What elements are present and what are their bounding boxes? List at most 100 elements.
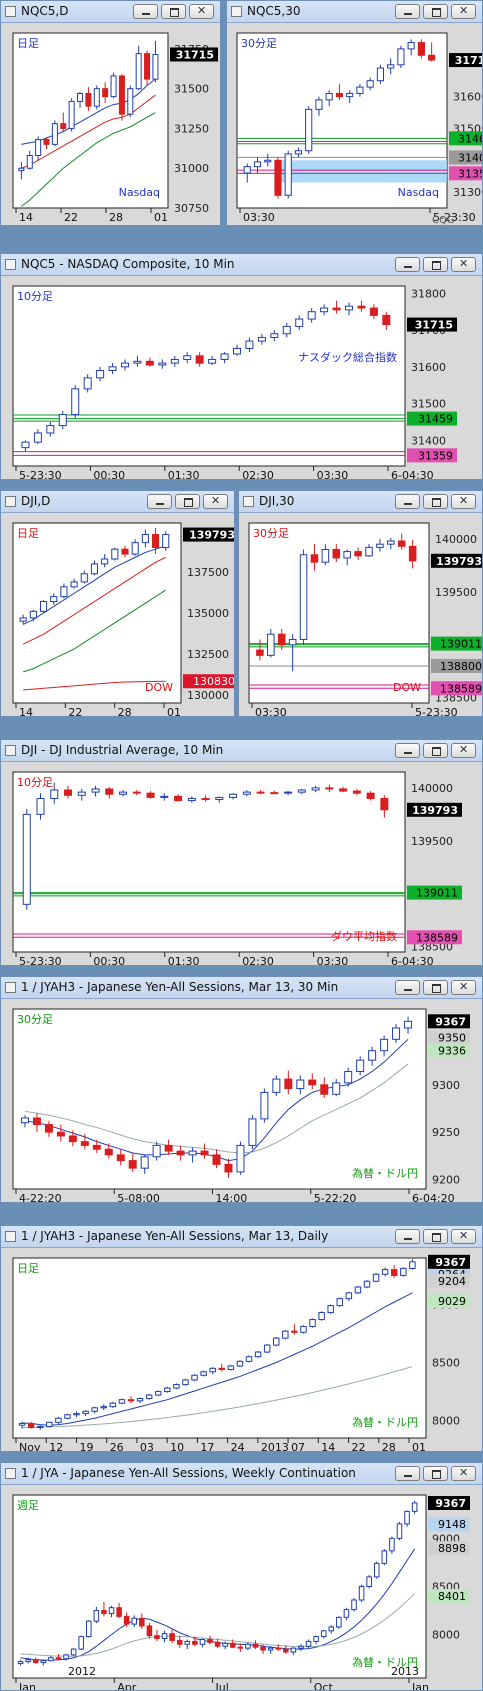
chart-window-jyah330[interactable]: 1 / JYAH3 - Japanese Yen-All Sessions, M… bbox=[0, 976, 483, 1203]
window-titlebar[interactable]: DJI,D bbox=[1, 491, 234, 513]
maximize-icon[interactable] bbox=[175, 494, 200, 509]
candle bbox=[411, 1500, 418, 1515]
chart-window-icon bbox=[5, 496, 16, 507]
price-level-badge: 9350 bbox=[428, 1030, 470, 1045]
chart-window-dji30[interactable]: DJI,30 14000013950013900013850030分足DOW13… bbox=[238, 490, 483, 717]
maximize-icon[interactable] bbox=[423, 743, 448, 758]
price-level-badge: 138589 bbox=[407, 930, 462, 945]
candle bbox=[290, 1647, 297, 1655]
candle bbox=[325, 90, 333, 107]
chart-window-nqc510[interactable]: NQC5 - NASDAQ Composite, 10 Min 31800 317… bbox=[0, 253, 483, 480]
chart-area[interactable]: 14000013950013900013850010分足ダウ平均指数139011… bbox=[1, 762, 482, 965]
close-icon[interactable] bbox=[451, 1229, 476, 1244]
minimize-icon[interactable] bbox=[395, 4, 420, 19]
window-titlebar[interactable]: 1 / JYAH3 - Japanese Yen-All Sessions, M… bbox=[1, 977, 482, 999]
minimize-icon[interactable] bbox=[395, 743, 420, 758]
y-tick-label: 31800 bbox=[411, 287, 446, 300]
price-level-badge: 8898 bbox=[428, 1541, 470, 1556]
candle bbox=[96, 366, 105, 382]
candle bbox=[164, 1386, 171, 1393]
minimize-icon[interactable] bbox=[395, 257, 420, 272]
chart-area[interactable]: 3160031500314003130030分足Nasdaq3146931409… bbox=[227, 23, 482, 225]
maximize-icon[interactable] bbox=[423, 1466, 448, 1481]
minimize-icon[interactable] bbox=[133, 4, 158, 19]
x-tick-label: 01:30 bbox=[168, 955, 200, 965]
chart-window-nqc530[interactable]: NQC5,30 3160031500314003130030分足Nasdaq31… bbox=[226, 0, 483, 226]
candle bbox=[345, 1291, 353, 1301]
last-price-badge: 9367 bbox=[428, 1014, 470, 1029]
close-icon[interactable] bbox=[451, 257, 476, 272]
candle bbox=[299, 549, 308, 645]
candle bbox=[100, 1404, 107, 1411]
window-titlebar[interactable]: 1 / JYAH3 - Japanese Yen-All Sessions, M… bbox=[1, 1226, 482, 1248]
x-tick-label: Jul bbox=[215, 1681, 229, 1690]
last-price-badge: 139793 bbox=[431, 553, 482, 568]
minimize-icon[interactable] bbox=[395, 494, 420, 509]
chart-area[interactable]: 14000013950013900013850030分足DOW139011138… bbox=[239, 513, 482, 716]
y-tick-label: 8500 bbox=[432, 1357, 460, 1370]
x-tick-label: 6-04:30 bbox=[391, 955, 434, 965]
candle bbox=[257, 333, 266, 345]
candle bbox=[60, 112, 67, 132]
y-tick-label: 139500 bbox=[411, 835, 453, 848]
candle bbox=[236, 1141, 245, 1175]
x-tick-label: 26 bbox=[110, 1441, 124, 1451]
candle bbox=[242, 790, 251, 797]
chart-svg: 3175031500312503100030750日足Nasdaq3171514… bbox=[12, 32, 218, 225]
y-tick-label: 130000 bbox=[187, 689, 229, 702]
chart-window-jyah3d[interactable]: 1 / JYAH3 - Japanese Yen-All Sessions, M… bbox=[0, 1225, 483, 1452]
chart-svg: 900085008000日足為替・ドル円9264920490299367Nov1… bbox=[12, 1254, 470, 1451]
minimize-icon[interactable] bbox=[395, 980, 420, 995]
candle bbox=[80, 1134, 89, 1150]
year-label: 2012 bbox=[68, 1665, 96, 1678]
chart-area[interactable]: 137500 135000 132500 130000 日足 DOW 130830 13979… bbox=[1, 513, 234, 716]
window-titlebar[interactable]: 1 / JYA - Japanese Yen-All Sessions, Wee… bbox=[1, 1463, 482, 1485]
candle bbox=[116, 1602, 122, 1619]
chart-window-dji10[interactable]: DJI - DJ Industrial Average, 10 Min 1400… bbox=[0, 739, 483, 966]
chart-area[interactable]: 3175031500312503100030750日足Nasdaq3171514… bbox=[1, 23, 220, 225]
candle bbox=[296, 1075, 305, 1095]
close-icon[interactable] bbox=[451, 4, 476, 19]
candle bbox=[252, 1640, 259, 1650]
close-icon[interactable] bbox=[451, 743, 476, 758]
maximize-icon[interactable] bbox=[423, 1229, 448, 1244]
maximize-icon[interactable] bbox=[161, 4, 186, 19]
chart-window-djid[interactable]: DJI,D 137500 135000 132500 130000 日足 DOW 13083… bbox=[0, 490, 235, 717]
window-titlebar[interactable]: DJI,30 bbox=[239, 491, 482, 513]
candle bbox=[389, 1536, 395, 1554]
window-titlebar[interactable]: DJI - DJ Industrial Average, 10 Min bbox=[1, 740, 482, 762]
candle bbox=[104, 1143, 113, 1159]
maximize-icon[interactable] bbox=[423, 980, 448, 995]
y-tick-label: 8000 bbox=[432, 1415, 460, 1428]
chart-area[interactable]: 318003170031600315003140010分足ナスダック総合指数31… bbox=[1, 276, 482, 479]
minimize-icon[interactable] bbox=[395, 1466, 420, 1481]
chart-area[interactable]: 9300 9250 9200 30分足 為替・ドル円 9350 9336 9367 4-22:2… bbox=[1, 999, 482, 1202]
maximize-icon[interactable] bbox=[423, 4, 448, 19]
candle bbox=[344, 1067, 353, 1087]
x-tick-label: 00:30 bbox=[93, 469, 125, 479]
candle bbox=[256, 639, 264, 661]
chart-window-jyaw[interactable]: 1 / JYA - Japanese Yen-All Sessions, Wee… bbox=[0, 1462, 483, 1691]
close-icon[interactable] bbox=[189, 4, 214, 19]
period-label: 日足 bbox=[17, 1262, 39, 1275]
close-icon[interactable] bbox=[451, 1466, 476, 1481]
window-titlebar[interactable]: NQC5 - NASDAQ Composite, 10 Min bbox=[1, 254, 482, 276]
x-sub-label: Feb bbox=[142, 224, 161, 225]
window-titlebar[interactable]: NQC5,D bbox=[1, 1, 220, 23]
minimize-icon[interactable] bbox=[395, 1229, 420, 1244]
maximize-icon[interactable] bbox=[423, 257, 448, 272]
maximize-icon[interactable] bbox=[423, 494, 448, 509]
close-icon[interactable] bbox=[451, 494, 476, 509]
chart-window-nqc5d[interactable]: NQC5,D 3175031500312503100030750日足Nasdaq… bbox=[0, 0, 221, 226]
window-titlebar[interactable]: NQC5,30 bbox=[227, 1, 482, 23]
chart-area[interactable]: 900085008000日足為替・ドル円9264920490299367Nov1… bbox=[1, 1248, 482, 1451]
candle bbox=[145, 1393, 153, 1400]
candle bbox=[256, 790, 265, 795]
price-level-badge: 9336 bbox=[428, 1043, 470, 1058]
close-icon[interactable] bbox=[203, 494, 228, 509]
chart-area[interactable]: 9000 8500 8000 週足 為替・ドル円 9148 8898 8401 9367 Jan A… bbox=[1, 1485, 482, 1690]
minimize-icon[interactable] bbox=[147, 494, 172, 509]
close-icon[interactable] bbox=[451, 980, 476, 995]
y-tick-label: 31600 bbox=[411, 361, 446, 374]
candle bbox=[396, 1521, 403, 1541]
